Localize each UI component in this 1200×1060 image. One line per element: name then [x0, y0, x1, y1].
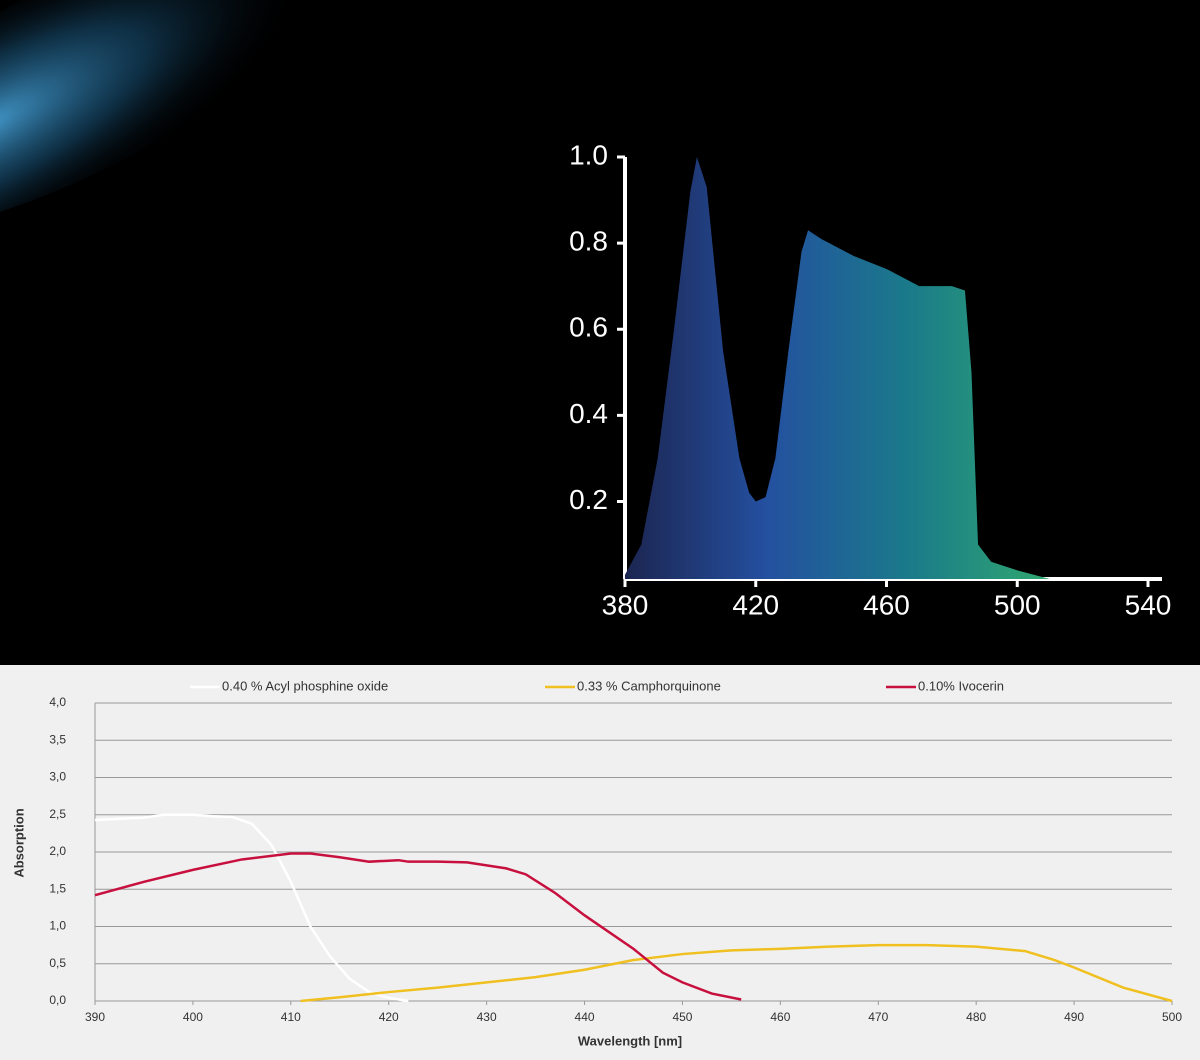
x-tick-label: 480 — [966, 1010, 986, 1024]
y-tick-label: 1,0 — [49, 919, 66, 933]
spectrum-area — [625, 157, 1050, 579]
y-tick-label: 0.4 — [569, 398, 608, 429]
series-line — [94, 852, 742, 1001]
y-axis-label: Absorption — [11, 808, 26, 877]
x-tick-label: 450 — [672, 1010, 692, 1024]
x-tick-label: 540 — [1125, 589, 1172, 620]
x-axis-label: Wavelength [nm] — [578, 1033, 682, 1048]
x-tick-label: 460 — [863, 589, 910, 620]
x-tick-label: 390 — [85, 1010, 105, 1024]
y-tick-label: 3,0 — [49, 770, 66, 784]
y-tick-label: 0.2 — [569, 484, 608, 515]
x-tick-label: 430 — [477, 1010, 497, 1024]
x-tick-label: 420 — [379, 1010, 399, 1024]
y-tick-label: 2,5 — [49, 807, 66, 821]
x-tick-label: 500 — [1162, 1010, 1182, 1024]
y-tick-label: 0.8 — [569, 226, 608, 257]
y-tick-label: 0.6 — [569, 312, 608, 343]
y-tick-label: 2,0 — [49, 844, 66, 858]
x-tick-label: 380 — [602, 589, 649, 620]
legend-label: 0.33 % Camphorquinone — [577, 678, 721, 693]
x-tick-label: 460 — [770, 1010, 790, 1024]
x-tick-label: 420 — [732, 589, 779, 620]
y-tick-label: 3,5 — [49, 732, 66, 746]
legend-label: 0.40 % Acyl phosphine oxide — [222, 678, 388, 693]
legend-label: 0.10% Ivocerin — [918, 678, 1004, 693]
light-glow — [0, 0, 359, 234]
x-tick-label: 500 — [994, 589, 1041, 620]
y-tick-label: 1,5 — [49, 881, 66, 895]
x-tick-label: 400 — [183, 1010, 203, 1024]
y-tick-label: 4,0 — [49, 695, 66, 709]
y-tick-label: 0,0 — [49, 993, 66, 1007]
series-line — [300, 943, 1173, 1003]
x-tick-label: 470 — [868, 1010, 888, 1024]
y-tick-label: 0,5 — [49, 956, 66, 970]
bottom-background — [0, 665, 1200, 1060]
x-tick-label: 490 — [1064, 1010, 1084, 1024]
x-tick-label: 410 — [281, 1010, 301, 1024]
y-tick-label: 1.0 — [569, 139, 608, 170]
x-tick-label: 440 — [575, 1010, 595, 1024]
series-line — [94, 813, 409, 1003]
